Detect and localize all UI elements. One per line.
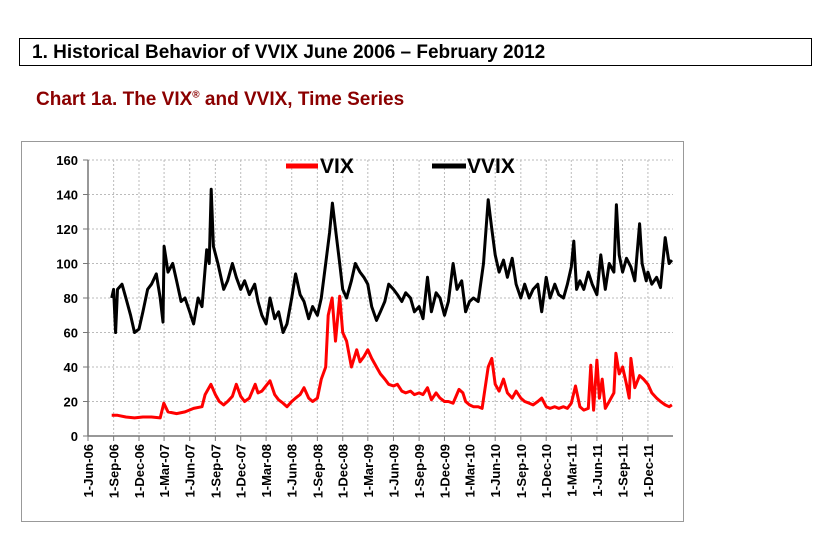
x-tick-label: 1-Sep-11 <box>616 444 631 497</box>
legend-vvix-label: VVIX <box>467 155 515 178</box>
x-tick-label: 1-Jun-11 <box>590 444 605 497</box>
x-tick-label: 1-Sep-07 <box>208 444 223 498</box>
y-tick-label: 60 <box>64 326 78 341</box>
x-tick-label: 1-Jun-08 <box>285 444 300 497</box>
x-tick-label: 1-Dec-08 <box>336 444 351 498</box>
x-tick-label: 1-Jun-09 <box>386 444 401 497</box>
y-tick-label: 100 <box>56 257 78 272</box>
x-tick-label: 1-Sep-09 <box>412 444 427 498</box>
chart-frame <box>21 141 684 522</box>
y-tick-label: 160 <box>56 153 78 168</box>
x-tick-label: 1-Dec-07 <box>234 444 249 498</box>
y-tick-label: 20 <box>64 395 78 410</box>
chart-heading-text: Chart 1a. The VIX <box>36 89 193 110</box>
chart-heading: Chart 1a. The VIX® and VVIX, Time Series <box>36 89 404 111</box>
gridlines <box>88 159 673 436</box>
series-lines <box>110 187 674 420</box>
x-tick-label: 1-Mar-11 <box>564 444 579 497</box>
section-title: 1. Historical Behavior of VVIX June 2006… <box>32 42 546 63</box>
x-tick-label: 1-Jun-06 <box>81 444 96 497</box>
x-tick-label: 1-Mar-10 <box>463 444 478 497</box>
y-tick-label: 40 <box>64 360 78 375</box>
x-tick-label: 1-Dec-11 <box>641 444 656 497</box>
legend-vix-label: VIX <box>320 155 354 178</box>
y-tick-label: 140 <box>56 188 78 203</box>
vvix-series-line <box>110 187 674 334</box>
x-tick-label: 1-Jun-07 <box>183 444 198 497</box>
axes: 0 20 40 60 80 100 120 140 160 1-Jun-06 1-Sep-06 1-D… <box>56 153 673 498</box>
x-tick-label: 1-Dec-10 <box>539 444 554 498</box>
y-tick-label: 0 <box>71 429 78 444</box>
y-tick-label: 120 <box>56 222 78 237</box>
x-tick-label: 1-Mar-09 <box>361 444 376 497</box>
vix-series-line <box>111 294 673 420</box>
section-header: 1. Historical Behavior of VVIX June 2006… <box>19 38 812 66</box>
chart-heading-rest: and VVIX, Time Series <box>199 89 405 110</box>
x-tick-label: 1-Dec-09 <box>437 444 452 498</box>
y-tick-label: 80 <box>64 291 78 306</box>
x-tick-label: 1-Sep-10 <box>514 444 529 498</box>
legend: VIX VVIX <box>286 155 515 178</box>
registered-mark: ® <box>192 89 200 101</box>
x-tick-label: 1-Dec-06 <box>132 444 147 498</box>
x-tick-label: 1-Mar-07 <box>157 444 172 497</box>
x-tick-label: 1-Sep-08 <box>310 444 325 498</box>
x-tick-label: 1-Jun-10 <box>488 444 503 497</box>
x-tick-label: 1-Sep-06 <box>107 444 122 498</box>
x-tick-label: 1-Mar-08 <box>259 444 274 497</box>
